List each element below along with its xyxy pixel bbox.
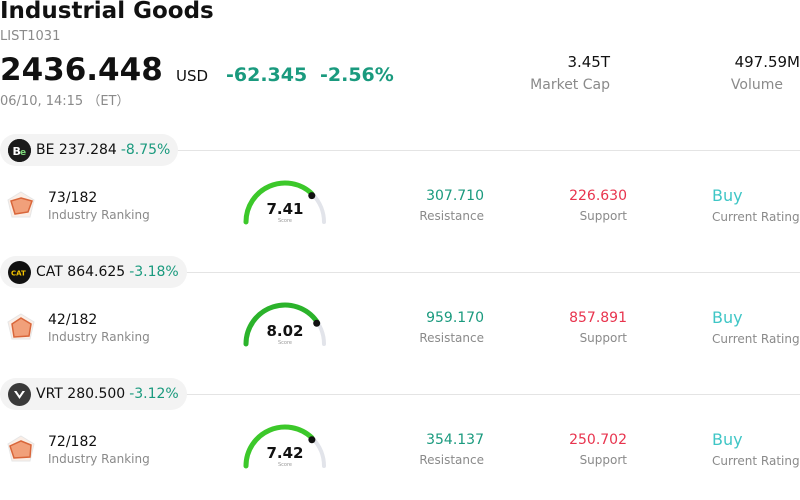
industry-rank-label: Industry Ranking bbox=[48, 208, 150, 222]
rating-value[interactable]: Buy bbox=[712, 186, 743, 205]
volume-value: 497.59M bbox=[734, 53, 800, 71]
currency-label: USD bbox=[176, 67, 209, 85]
stock-ticker: VRT bbox=[36, 386, 63, 402]
stock-change-percent: -8.75% bbox=[120, 142, 171, 158]
section-divider bbox=[0, 150, 800, 151]
vrt-logo-icon bbox=[8, 382, 31, 406]
resistance-label: Resistance bbox=[419, 453, 484, 467]
list-code: LIST1031 bbox=[0, 29, 61, 44]
rating-value[interactable]: Buy bbox=[712, 308, 743, 327]
price-change: -62.345 bbox=[226, 64, 308, 86]
industry-rank-value: 72/182 bbox=[48, 434, 98, 450]
rating-label: Current Rating bbox=[712, 454, 800, 468]
stock-ticker: CAT bbox=[36, 264, 63, 280]
stock-row[interactable]: VRT 280.500 -3.12% 72/182 Industry Ranki… bbox=[0, 378, 800, 500]
score-gauge bbox=[243, 424, 326, 469]
rating-value[interactable]: Buy bbox=[712, 430, 743, 449]
stock-ticker-pill[interactable]: CAT CAT 864.625 -3.18% bbox=[0, 256, 187, 288]
ranking-radar-icon bbox=[7, 313, 35, 340]
stock-row[interactable]: CAT CAT 864.625 -3.18% 42/182 Industry R… bbox=[0, 256, 800, 378]
svg-text:CAT: CAT bbox=[11, 269, 26, 277]
resistance-value: 307.710 bbox=[426, 188, 484, 204]
industry-rank-value: 42/182 bbox=[48, 312, 98, 328]
rating-label: Current Rating bbox=[712, 332, 800, 346]
score-label: Score bbox=[277, 340, 292, 346]
resistance-label: Resistance bbox=[419, 209, 484, 223]
market-cap-label: Market Cap bbox=[530, 77, 610, 93]
support-label: Support bbox=[579, 453, 627, 467]
rating-label: Current Rating bbox=[712, 210, 800, 224]
stock-ticker-pill[interactable]: VRT 280.500 -3.12% bbox=[0, 378, 187, 410]
stock-price: 280.500 bbox=[67, 386, 126, 402]
market-cap-value: 3.45T bbox=[567, 53, 610, 71]
score-value: 7.41 bbox=[266, 200, 304, 218]
index-price: 2436.448 bbox=[0, 52, 163, 88]
section-divider bbox=[0, 272, 800, 273]
score-gauge bbox=[243, 180, 326, 225]
support-label: Support bbox=[579, 209, 627, 223]
industry-rank-label: Industry Ranking bbox=[48, 330, 150, 344]
timestamp: 06/10, 14:15 （ET） bbox=[0, 94, 130, 109]
resistance-value: 354.137 bbox=[426, 432, 484, 448]
resistance-value: 959.170 bbox=[426, 310, 484, 326]
stock-price: 237.284 bbox=[58, 142, 117, 158]
score-gauge bbox=[243, 302, 326, 347]
score-label: Score bbox=[277, 462, 292, 468]
support-value: 250.702 bbox=[569, 432, 627, 448]
support-value: 857.891 bbox=[569, 310, 627, 326]
volume-label: Volume bbox=[730, 77, 783, 93]
ranking-radar-icon bbox=[7, 191, 35, 218]
stock-change-percent: -3.18% bbox=[129, 264, 179, 280]
stock-ticker: BE bbox=[36, 142, 55, 158]
support-value: 226.630 bbox=[569, 188, 627, 204]
section-divider bbox=[0, 394, 800, 395]
svg-text:B: B bbox=[13, 145, 21, 158]
score-value: 7.42 bbox=[266, 444, 304, 462]
score-value: 8.02 bbox=[266, 322, 304, 340]
page-title: Industrial Goods bbox=[0, 0, 214, 24]
price-change-percent: -2.56% bbox=[320, 64, 394, 86]
support-label: Support bbox=[579, 331, 627, 345]
stock-price: 864.625 bbox=[67, 264, 126, 280]
resistance-label: Resistance bbox=[419, 331, 484, 345]
industry-rank-value: 73/182 bbox=[48, 190, 98, 206]
ranking-radar-icon bbox=[7, 435, 35, 462]
cat-logo-icon: CAT bbox=[8, 260, 31, 284]
stock-change-percent: -3.12% bbox=[129, 386, 179, 402]
score-label: Score bbox=[277, 218, 292, 224]
svg-text:e: e bbox=[20, 148, 26, 158]
industry-rank-label: Industry Ranking bbox=[48, 452, 150, 466]
